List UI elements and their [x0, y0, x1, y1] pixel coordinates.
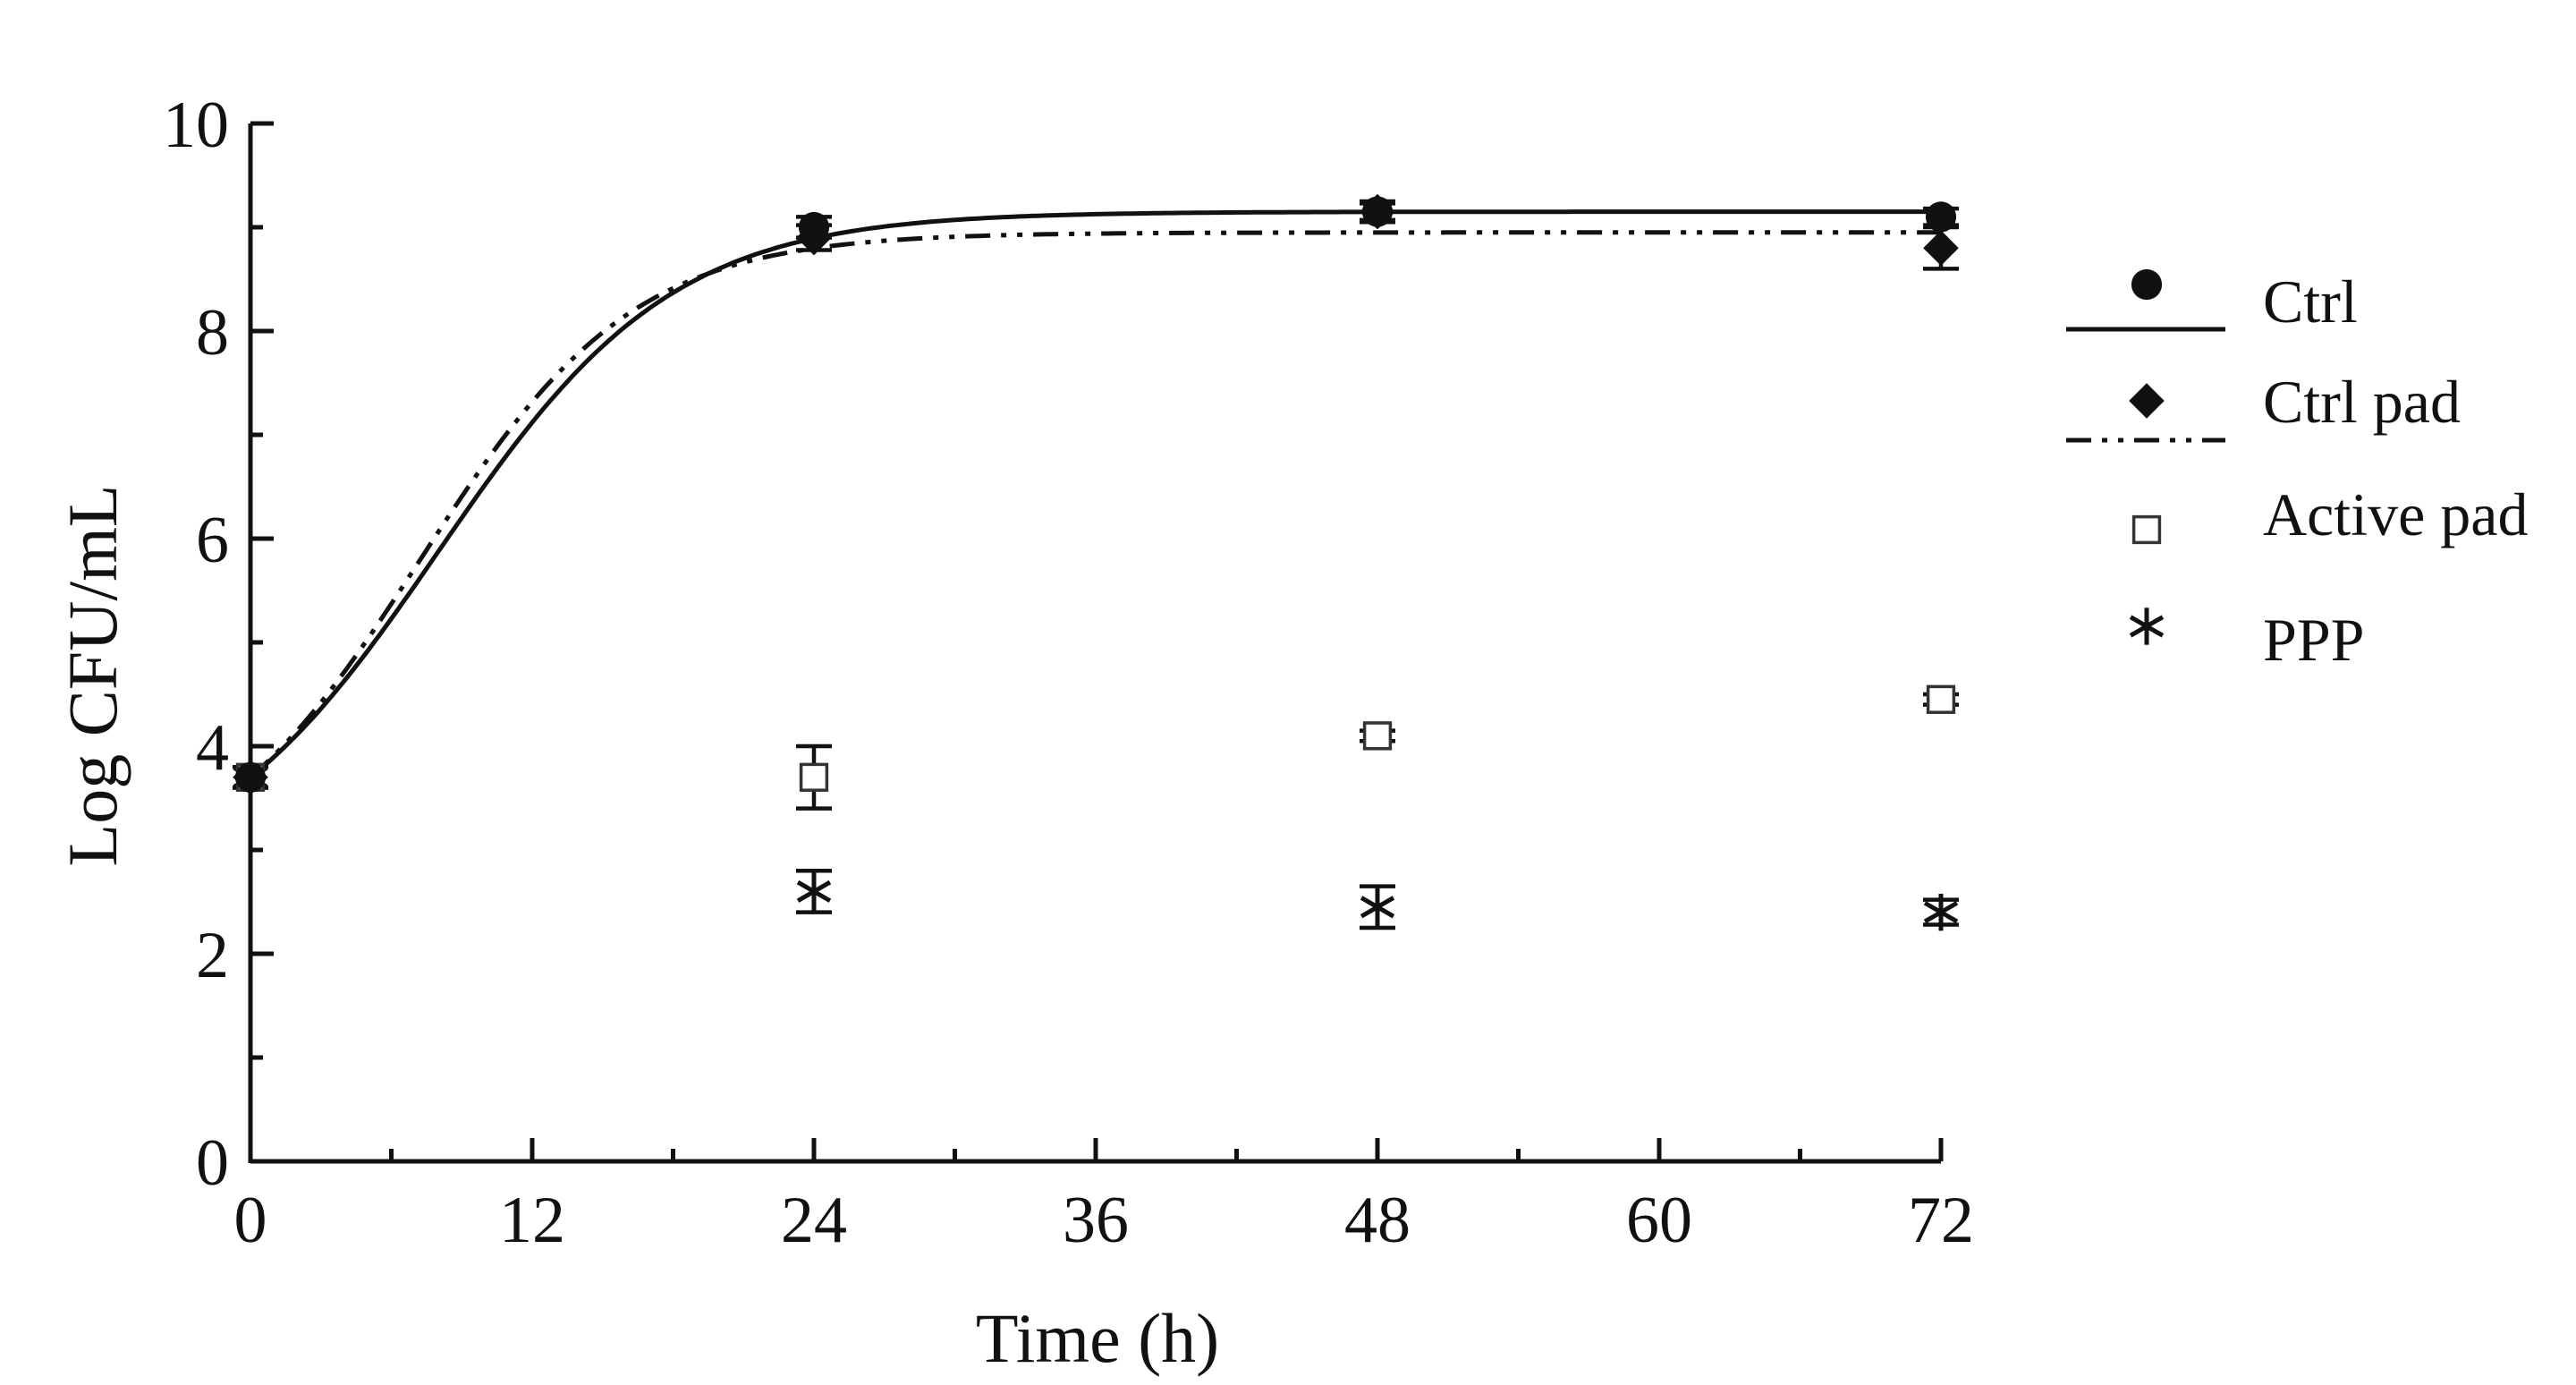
- fit-lines: [249, 209, 1941, 779]
- data-point-ctrl: [1925, 201, 1957, 233]
- data-point-ctrl-pad: [1923, 230, 1959, 266]
- data-point-ctrl: [1361, 196, 1394, 227]
- legend-item-active-pad: Active pad: [2131, 480, 2528, 548]
- fit-line-ctrl-pad: [249, 230, 1941, 779]
- y-axis-label: Log CFU/mL: [54, 485, 131, 867]
- data-point-ppp-stroke: [796, 879, 832, 903]
- data-point-ppp: [1923, 893, 1959, 931]
- y-tick-label: 8: [196, 296, 229, 370]
- data-point-ppp-stroke: [1360, 896, 1395, 919]
- data-point-ppp: [796, 872, 832, 911]
- data-point-ctrl: [798, 211, 830, 243]
- y-tick-label: 6: [196, 504, 229, 577]
- y-tick-label: 0: [196, 1126, 229, 1200]
- data-point-ctrl-pad-shape: [1923, 230, 1959, 266]
- error-bars: [233, 199, 1959, 930]
- data-point-ctrl-shape: [234, 761, 267, 793]
- legend-marker-ctrl-shape: [2131, 268, 2163, 301]
- legend-item-ppp: PPP: [2129, 606, 2364, 674]
- legend-label-active-pad: Active pad: [2263, 480, 2528, 548]
- legend-item-ctrl: Ctrl: [2066, 268, 2358, 336]
- data-point-ctrl-shape: [798, 211, 830, 243]
- legend-marker-ctrl-pad: [2129, 383, 2165, 419]
- data-point-ppp-stroke: [1923, 901, 1959, 924]
- data-point-ctrl: [234, 761, 267, 793]
- data-point-ctrl-shape: [1925, 201, 1957, 233]
- data-point-active-pad: [799, 762, 829, 792]
- legend-marker-ppp-stroke: [2129, 615, 2165, 638]
- fit-line-ctrl: [249, 209, 1941, 779]
- y-tick-label: 2: [196, 919, 229, 992]
- data-point-active-pad-shape: [1926, 684, 1956, 714]
- x-tick-label: 0: [234, 1184, 267, 1257]
- data-point-active-pad: [1926, 684, 1956, 714]
- data-point-ppp: [1360, 888, 1395, 926]
- legend-marker-ctrl-pad-shape: [2129, 383, 2165, 419]
- legend-label-ctrl-pad: Ctrl pad: [2263, 368, 2461, 436]
- legend-marker-ctrl: [2131, 268, 2163, 301]
- markers: [233, 193, 1959, 931]
- legend-marker-active-pad: [2131, 514, 2162, 545]
- y-tick-label: 4: [196, 711, 229, 785]
- x-tick-label: 60: [1626, 1184, 1692, 1257]
- data-point-ctrl-shape: [1361, 196, 1394, 227]
- data-point-active-pad-shape: [799, 762, 829, 792]
- legend-marker-active-pad-shape: [2131, 514, 2162, 545]
- x-axis-label: Time (h): [976, 1299, 1219, 1377]
- legend: Ctrl Ctrl pad Active pad PPP: [2066, 268, 2528, 674]
- legend-label-ctrl: Ctrl: [2263, 268, 2358, 336]
- data-point-active-pad: [1362, 721, 1393, 751]
- y-tick-label: 10: [163, 89, 229, 162]
- x-tick-label: 72: [1908, 1184, 1974, 1257]
- legend-label-ppp: PPP: [2263, 606, 2364, 674]
- legend-marker-ppp: [2129, 608, 2165, 645]
- data-point-active-pad-shape: [1362, 721, 1393, 751]
- x-tick-label: 36: [1063, 1184, 1129, 1257]
- legend-item-ctrl-pad: Ctrl pad: [2066, 368, 2461, 443]
- x-tick-label: 48: [1344, 1184, 1411, 1257]
- x-tick-label: 24: [781, 1184, 847, 1257]
- x-tick-label: 12: [499, 1184, 565, 1257]
